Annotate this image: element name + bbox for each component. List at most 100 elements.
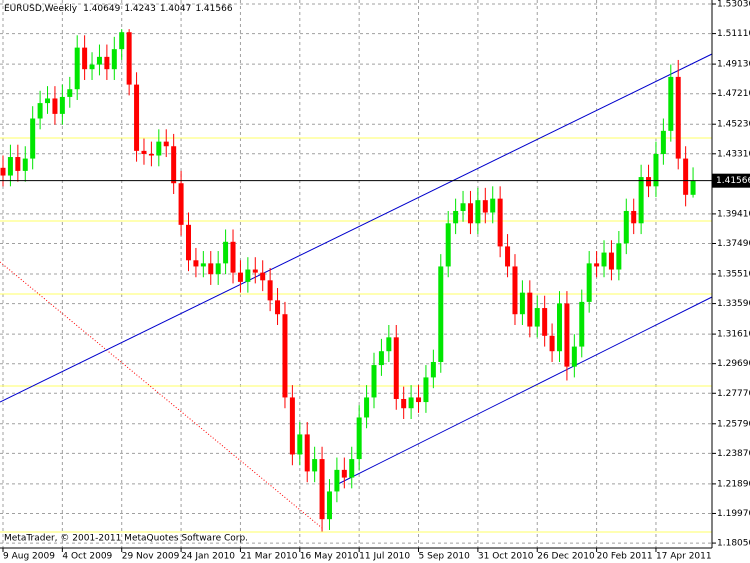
- x-tick-label: 16 May 2010: [300, 552, 359, 562]
- ohlc-low: 1.4047: [160, 4, 192, 14]
- candle-body: [683, 158, 689, 195]
- y-tick-label: 1.37490: [717, 239, 750, 249]
- candle-body: [267, 280, 273, 301]
- price-label-box: [712, 173, 750, 188]
- y-tick-label: 1.49130: [717, 60, 750, 70]
- candle-body: [30, 118, 36, 159]
- y-tick-label: 1.43310: [717, 149, 750, 159]
- channel-line: [337, 296, 713, 485]
- candle-body: [423, 377, 429, 403]
- candle-body: [104, 56, 110, 70]
- candle-body: [89, 64, 95, 70]
- candle-body: [171, 146, 177, 184]
- candle-body: [349, 459, 355, 478]
- channel-line: [0, 53, 713, 403]
- candle-body: [623, 210, 629, 244]
- y-tick-label: 1.21890: [717, 479, 750, 489]
- candle-body: [430, 361, 436, 378]
- candle-body: [208, 263, 214, 275]
- price-label: 1.41566: [716, 176, 750, 186]
- candle-body: [378, 351, 384, 366]
- y-tick-label: 1.45230: [717, 120, 750, 130]
- candle-body: [690, 180, 696, 195]
- x-tick-label: 31 Oct 2010: [478, 552, 534, 562]
- candle-body: [245, 269, 251, 282]
- candle-body: [527, 292, 533, 327]
- candle-body: [341, 469, 347, 478]
- x-tick-label: 17 Apr 2011: [656, 552, 712, 562]
- candle-body: [608, 252, 614, 270]
- x-tick-label: 5 Sep 2010: [419, 552, 471, 562]
- candle-body: [111, 49, 117, 70]
- candle-body: [0, 167, 6, 176]
- candle-body: [319, 459, 325, 520]
- x-tick-label: 29 Nov 2009: [122, 552, 180, 562]
- candle-body: [579, 301, 585, 347]
- candle-body: [15, 157, 21, 171]
- copyright: MetaTrader, © 2001-2011 MetaQuotes Softw…: [4, 534, 248, 544]
- ohlc-open: 1.40649: [83, 4, 120, 14]
- candle-body: [223, 241, 229, 264]
- candle-body: [237, 272, 243, 282]
- candle-body: [557, 303, 562, 352]
- candle-body: [416, 397, 422, 403]
- x-tick-label: 11 Jul 2010: [359, 552, 410, 562]
- candle-body: [126, 32, 132, 85]
- candle-body: [445, 223, 451, 267]
- candle-body: [534, 308, 540, 327]
- candle-body: [186, 224, 191, 261]
- candle-body: [505, 246, 511, 267]
- y-tick-label: 1.31610: [717, 330, 750, 340]
- candle-body: [482, 200, 488, 213]
- candle-body: [326, 491, 332, 520]
- candle-body: [638, 177, 644, 224]
- y-tick-label: 1.18050: [717, 539, 750, 549]
- candle-body: [37, 103, 43, 119]
- x-tick-label: 4 Oct 2009: [62, 552, 112, 562]
- candle-body: [252, 269, 258, 273]
- candle-body: [660, 130, 666, 154]
- candle-body: [22, 158, 28, 171]
- candle-body: [334, 469, 340, 492]
- grid: [0, 0, 712, 548]
- x-tick-label: 24 Jan 2010: [181, 552, 235, 562]
- drawings: [0, 53, 713, 533]
- candle-body: [646, 177, 652, 187]
- candle-body: [200, 263, 206, 267]
- candle-body: [148, 153, 154, 156]
- candle-body: [163, 141, 169, 147]
- chart-header: EURUSD,Weekly 1.40649 1.4243 1.4047 1.41566: [4, 4, 233, 14]
- candle-body: [564, 303, 570, 367]
- candle-body: [193, 260, 199, 267]
- x-tick-label: 9 Aug 2009: [3, 552, 55, 562]
- candle-body: [215, 263, 221, 275]
- y-tick-label: 1.53030: [717, 0, 750, 10]
- candle-body: [312, 459, 318, 472]
- candle-body: [438, 266, 444, 362]
- candle-body: [356, 417, 362, 460]
- candle-body: [460, 203, 466, 211]
- candle-body: [549, 335, 555, 352]
- candle-body: [675, 76, 681, 159]
- candle-body: [386, 337, 392, 352]
- ohlc-close: 1.41566: [195, 4, 232, 14]
- candle-body: [571, 346, 577, 367]
- candle-body: [275, 300, 281, 315]
- candle-body: [653, 153, 659, 187]
- candle-body: [668, 76, 674, 131]
- candle-body: [519, 292, 525, 315]
- candle-body: [364, 397, 370, 418]
- candle-body: [260, 272, 266, 281]
- y-tick-label: 1.47210: [717, 89, 750, 99]
- candle-body: [134, 84, 140, 151]
- y-tick-label: 1.33590: [717, 299, 750, 309]
- candle-body: [52, 98, 58, 114]
- candle-body: [119, 32, 125, 50]
- y-tick-label: 1.23870: [717, 449, 750, 459]
- y-tick-label: 1.39410: [717, 209, 750, 219]
- candle-body: [490, 198, 496, 213]
- candle-body: [475, 200, 481, 224]
